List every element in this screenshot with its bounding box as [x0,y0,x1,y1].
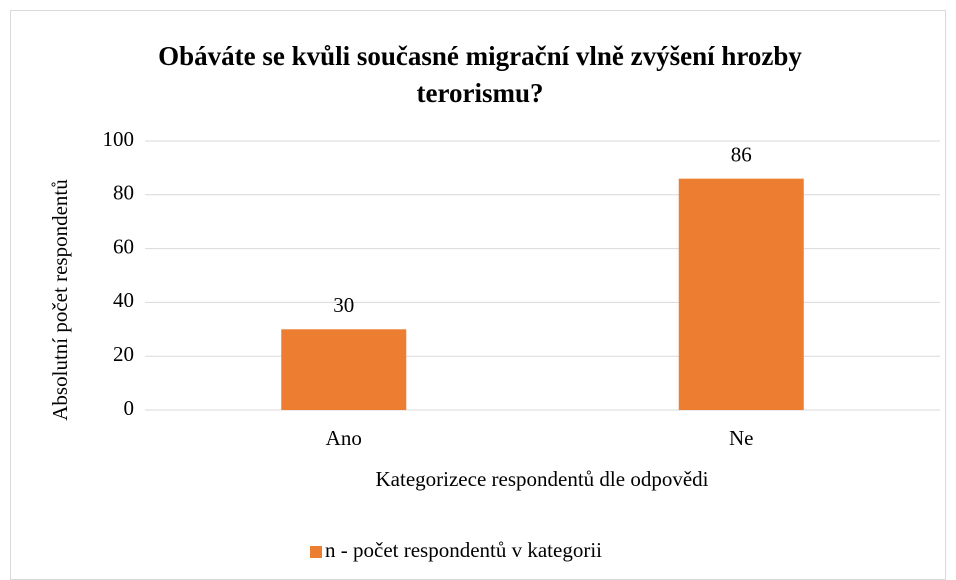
data-label: 30 [333,293,354,317]
y-axis-label: Absolutní počet respondentů [48,179,72,421]
legend-label: n - počet respondentů v kategorii [325,538,602,562]
bar [678,178,804,410]
x-axis-label: Kategorizece respondentů dle odpovědi [376,467,709,491]
chart-title: Obáváte se kvůli současné migrační vlně … [158,41,802,108]
y-tick-label: 100 [103,127,135,151]
legend-swatch [310,546,322,558]
x-tick-label: Ne [729,426,754,450]
y-tick-label: 60 [113,234,134,258]
data-label: 86 [731,142,752,166]
chart-border [10,10,946,580]
y-tick-label: 0 [124,396,135,420]
x-tick-label: Ano [326,426,362,450]
y-tick-label: 80 [113,181,134,205]
y-tick-label: 20 [113,342,134,366]
bar [281,329,407,410]
y-tick-label: 40 [113,288,134,312]
